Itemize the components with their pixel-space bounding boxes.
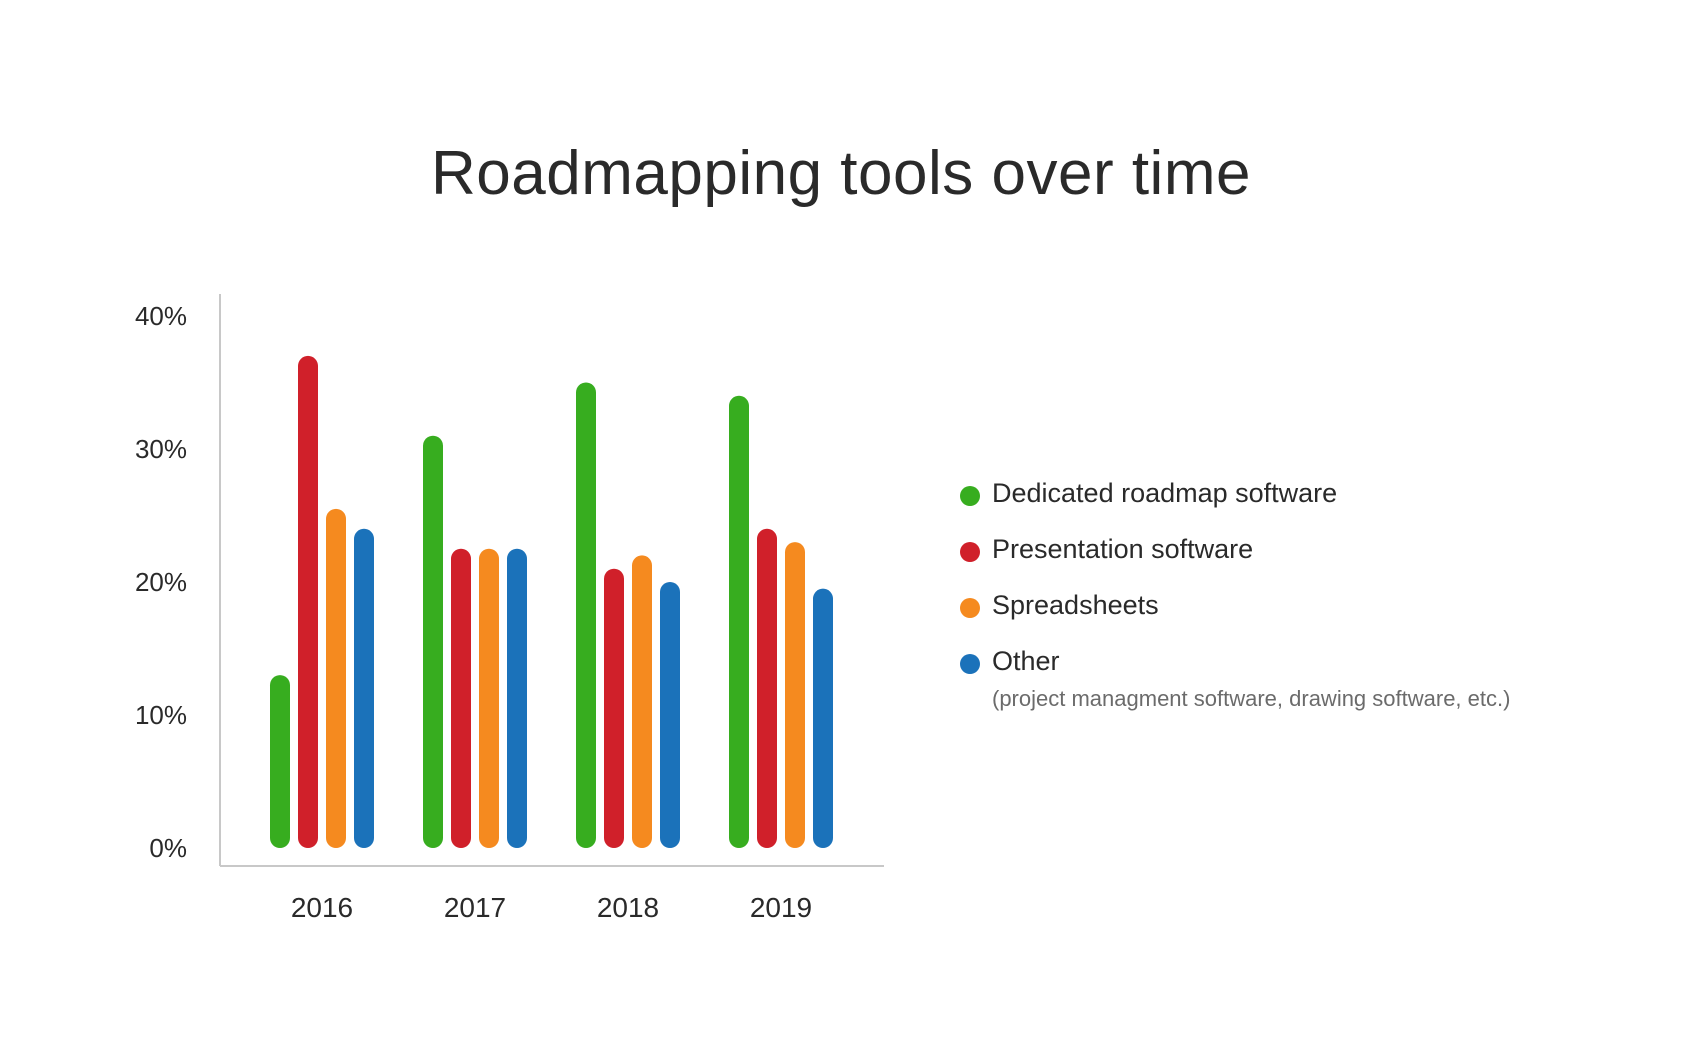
bar-2016-other [354,528,374,848]
bar-2017-other [507,548,527,848]
y-tick-labels: 0% 10% 20% 30% 40% [135,301,187,863]
y-tick-label: 10% [135,700,187,730]
x-tick-label: 2019 [750,892,812,923]
bar-2017-spreadsheets [479,548,499,848]
y-tick-label: 20% [135,567,187,597]
x-tick-label: 2016 [291,892,353,923]
bar-2016-dedicated-roadmap-software [270,675,290,848]
legend-label: Spreadsheets [992,590,1159,620]
legend-label: Presentation software [992,534,1254,564]
legend-label: Dedicated roadmap software [992,478,1338,508]
bar-2017-presentation-software [451,548,471,848]
bar-2019-spreadsheets [785,542,805,848]
bar-2019-presentation-software [757,528,777,848]
bar-2016-spreadsheets [326,508,346,848]
x-tick-labels: 2016 2017 2018 2019 [291,892,812,923]
legend-item-spreadsheets: Spreadsheets [960,590,1660,646]
legend-item-other: Other (project managment software, drawi… [960,646,1660,711]
legend-note: (project managment software, drawing sof… [992,686,1511,711]
legend-swatch [960,486,980,506]
legend-swatch [960,542,980,562]
chart-title: Roadmapping tools over time [431,139,1251,208]
bar-2016-presentation-software [298,355,318,848]
bar-2019-dedicated-roadmap-software [729,395,749,848]
bar-2018-spreadsheets [632,555,652,848]
y-tick-label: 30% [135,434,187,464]
x-tick-label: 2017 [444,892,506,923]
y-tick-label: 0% [149,833,187,863]
legend-item-presentation-software: Presentation software [960,534,1660,590]
y-tick-label: 40% [135,301,187,331]
legend-swatch [960,654,980,674]
bar-2019-other [813,588,833,848]
bar-2018-other [660,582,680,848]
bar-2018-dedicated-roadmap-software [576,382,596,848]
legend: Dedicated roadmap software Presentation … [960,478,1660,711]
legend-swatch [960,598,980,618]
bar-2017-dedicated-roadmap-software [423,435,443,848]
bar-2018-presentation-software [604,568,624,848]
x-tick-label: 2018 [597,892,659,923]
legend-label: Other [992,646,1060,676]
bars [270,355,833,848]
legend-item-dedicated-roadmap-software: Dedicated roadmap software [960,478,1660,534]
